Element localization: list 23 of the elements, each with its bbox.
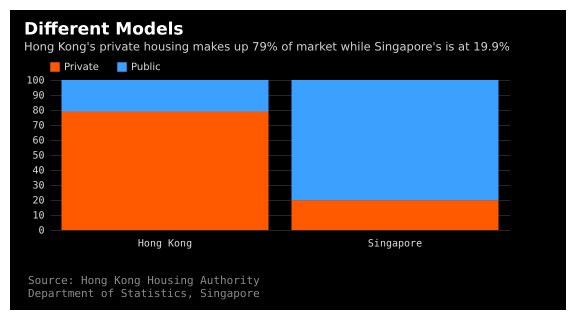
bar xyxy=(62,112,268,230)
bar xyxy=(292,200,498,230)
y-tick-label: 40 xyxy=(32,166,44,176)
chart-title: Different Models xyxy=(24,20,184,40)
bar xyxy=(62,80,268,112)
y-tick-label: 50 xyxy=(32,150,44,162)
y-tick-label: 0 xyxy=(38,226,44,236)
legend-label: Public xyxy=(131,62,161,73)
chart-subtitle: Hong Kong's private housing makes up 79% of market while Singapore's is at 19.9% xyxy=(24,40,510,54)
y-tick-label: 30 xyxy=(32,180,44,192)
source-note: Source: Hong Kong Housing Authority xyxy=(28,274,260,287)
text: Department of Statistics, Singapore xyxy=(28,287,260,300)
legend-label: Private xyxy=(64,62,99,73)
y-tick-label: 20 xyxy=(32,196,44,206)
y-tick-label: 10 xyxy=(32,210,44,222)
y-tick-label: 100 xyxy=(26,76,44,86)
y-tick-label: 80 xyxy=(32,106,44,116)
x-tick-label: Singapore xyxy=(368,238,422,250)
y-tick-label: 60 xyxy=(32,136,44,146)
y-tick-label: 70 xyxy=(32,120,44,132)
bar xyxy=(292,80,498,200)
x-tick-label: Hong Kong xyxy=(138,238,192,250)
y-tick-label: 90 xyxy=(32,90,44,102)
